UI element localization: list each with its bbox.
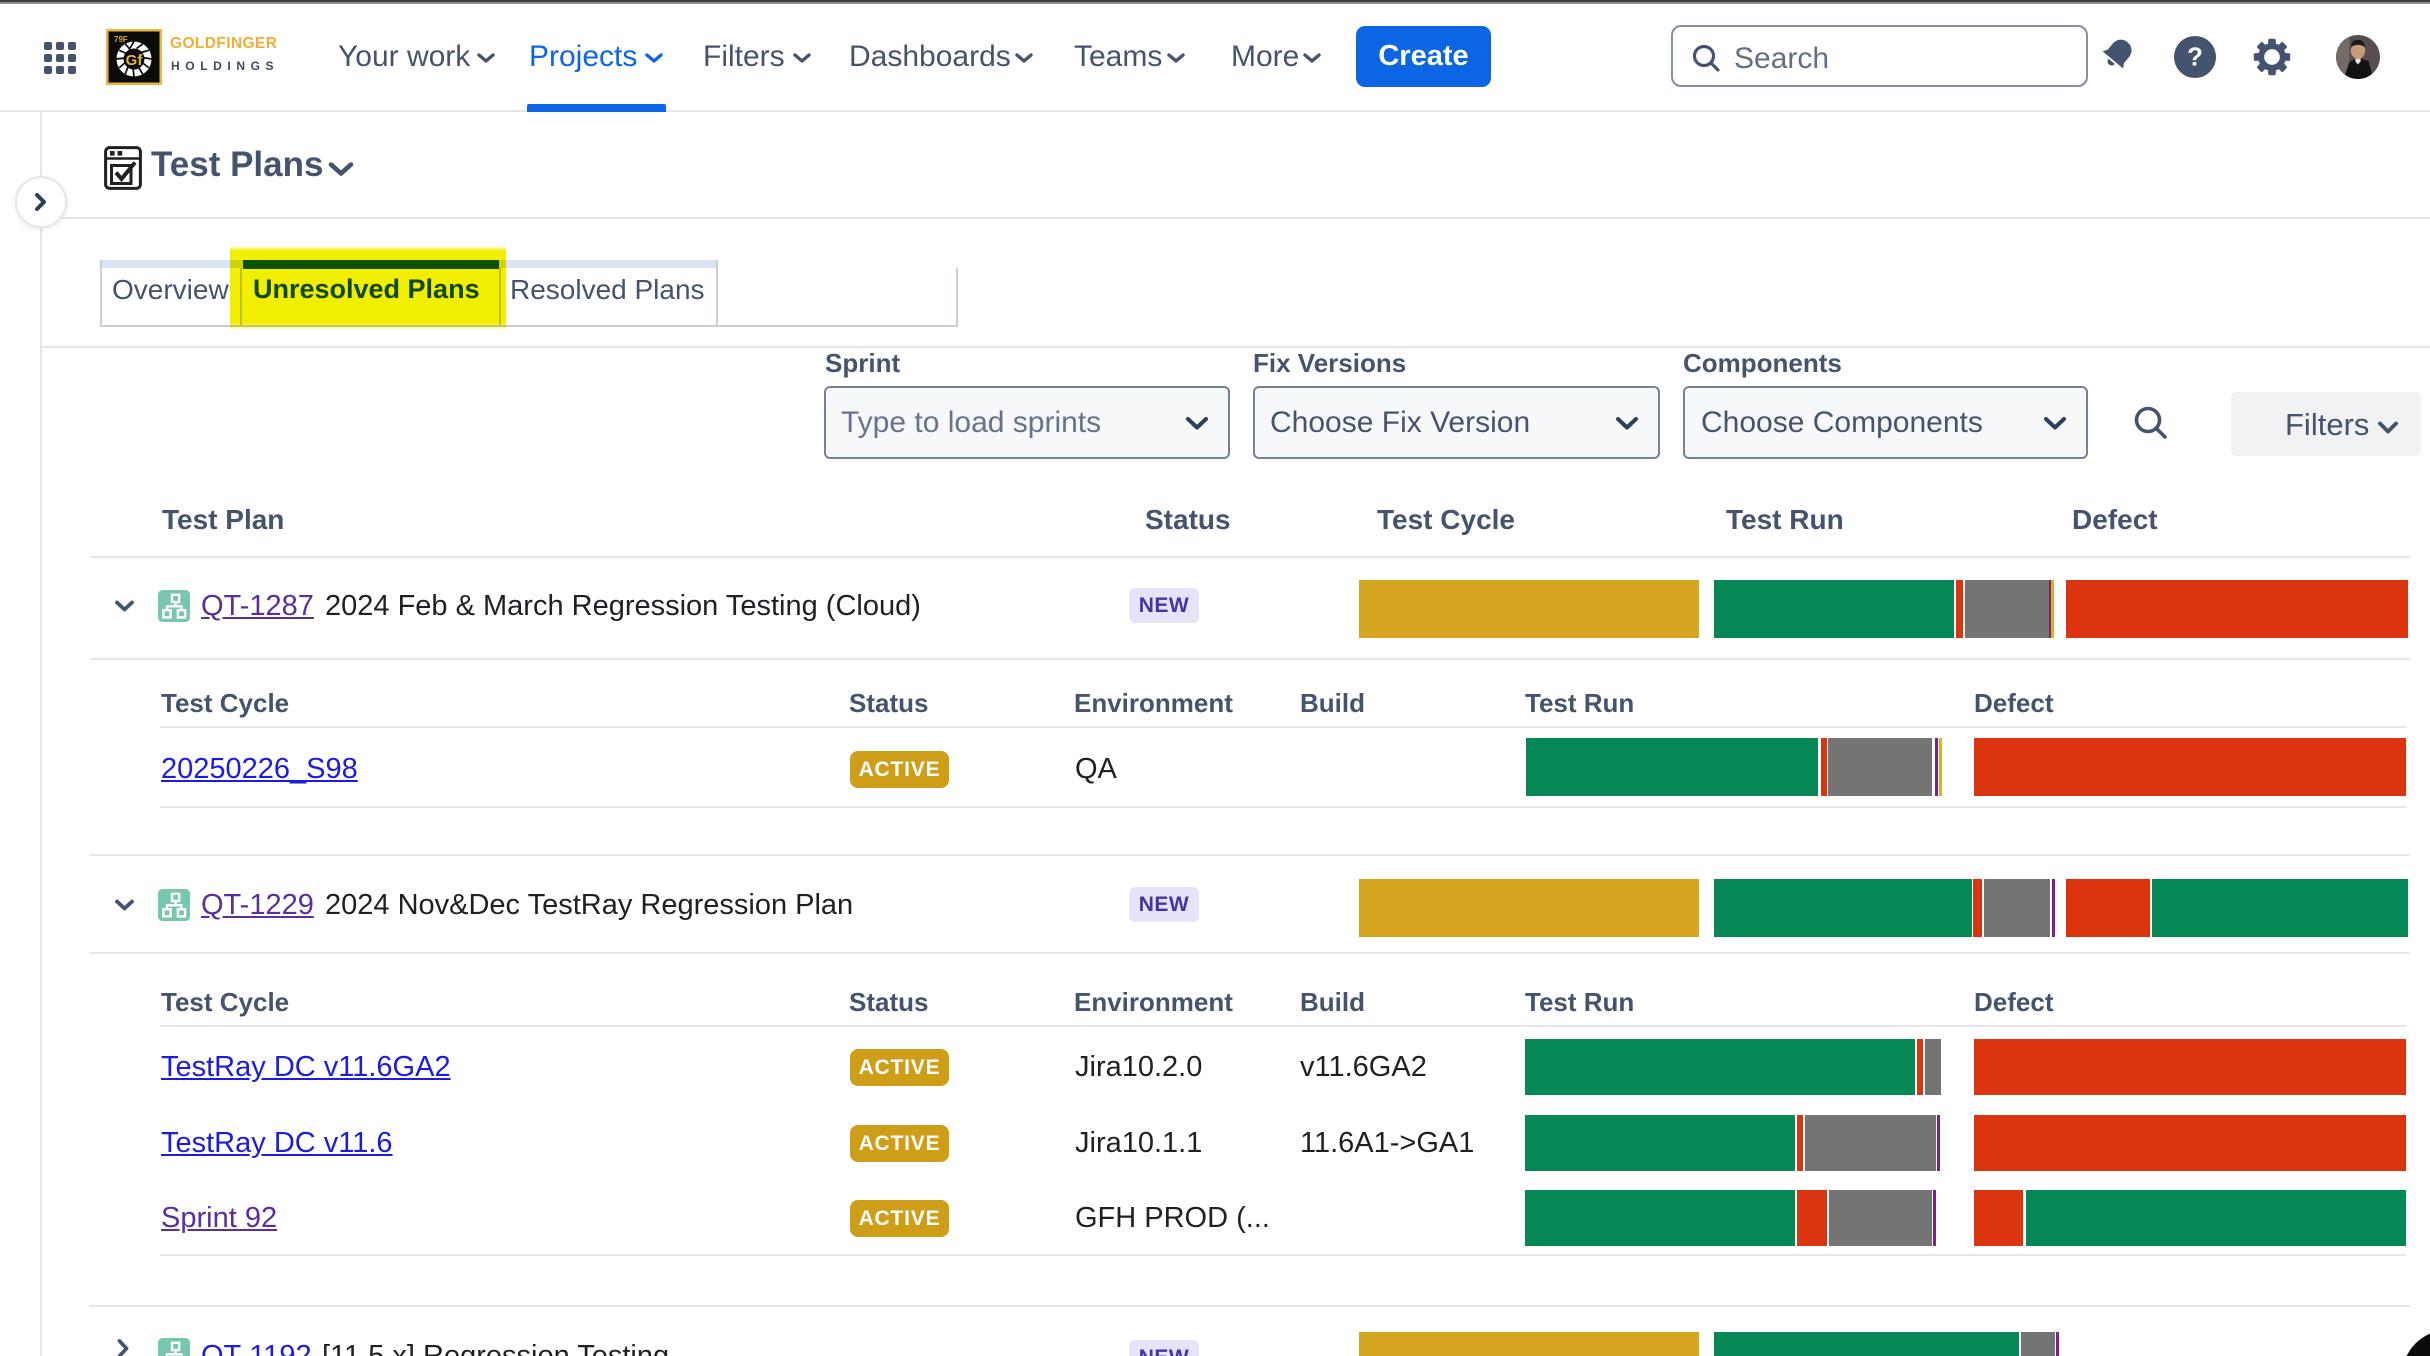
svg-text:Gf: Gf — [126, 52, 144, 69]
svg-text:?: ? — [2187, 44, 2203, 72]
svg-text:79F: 79F — [114, 35, 128, 44]
